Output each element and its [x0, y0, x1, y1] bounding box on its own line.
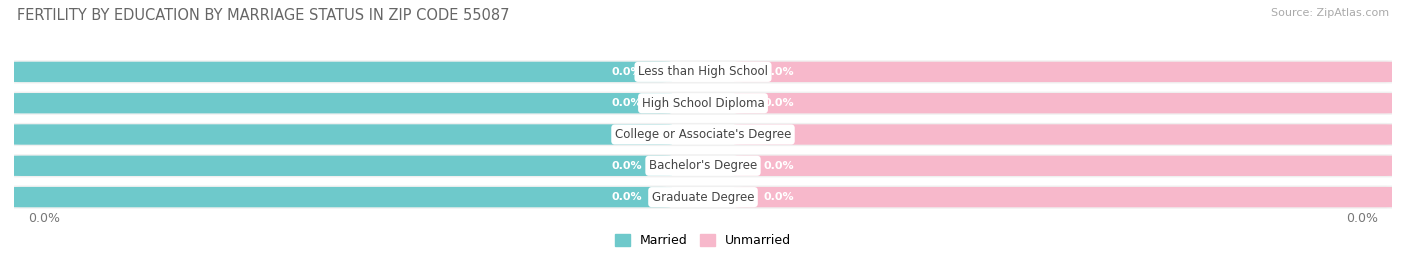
Text: Source: ZipAtlas.com: Source: ZipAtlas.com	[1271, 8, 1389, 18]
Legend: Married, Unmarried: Married, Unmarried	[610, 229, 796, 252]
Text: High School Diploma: High School Diploma	[641, 97, 765, 110]
Text: 0.0%: 0.0%	[763, 98, 794, 108]
Text: 0.0%: 0.0%	[763, 129, 794, 140]
FancyBboxPatch shape	[11, 124, 672, 145]
Text: FERTILITY BY EDUCATION BY MARRIAGE STATUS IN ZIP CODE 55087: FERTILITY BY EDUCATION BY MARRIAGE STATU…	[17, 8, 509, 23]
FancyBboxPatch shape	[7, 186, 1399, 209]
FancyBboxPatch shape	[734, 93, 1395, 113]
FancyBboxPatch shape	[734, 124, 1395, 145]
Text: 0.0%: 0.0%	[612, 161, 643, 171]
Text: 0.0%: 0.0%	[763, 161, 794, 171]
FancyBboxPatch shape	[734, 156, 1395, 176]
FancyBboxPatch shape	[11, 156, 672, 176]
FancyBboxPatch shape	[11, 62, 672, 82]
FancyBboxPatch shape	[734, 187, 1395, 207]
Text: 0.0%: 0.0%	[28, 212, 60, 225]
FancyBboxPatch shape	[11, 187, 672, 207]
Text: 0.0%: 0.0%	[612, 129, 643, 140]
Text: 0.0%: 0.0%	[612, 192, 643, 202]
FancyBboxPatch shape	[734, 62, 1395, 82]
Text: 0.0%: 0.0%	[1346, 212, 1378, 225]
FancyBboxPatch shape	[7, 123, 1399, 146]
FancyBboxPatch shape	[11, 93, 672, 113]
Text: Graduate Degree: Graduate Degree	[652, 191, 754, 204]
Text: 0.0%: 0.0%	[763, 192, 794, 202]
Text: 0.0%: 0.0%	[763, 67, 794, 77]
FancyBboxPatch shape	[7, 92, 1399, 115]
Text: Less than High School: Less than High School	[638, 65, 768, 78]
Text: 0.0%: 0.0%	[612, 67, 643, 77]
Text: 0.0%: 0.0%	[612, 98, 643, 108]
Text: Bachelor's Degree: Bachelor's Degree	[650, 159, 756, 172]
FancyBboxPatch shape	[7, 60, 1399, 83]
Text: College or Associate's Degree: College or Associate's Degree	[614, 128, 792, 141]
FancyBboxPatch shape	[7, 154, 1399, 177]
